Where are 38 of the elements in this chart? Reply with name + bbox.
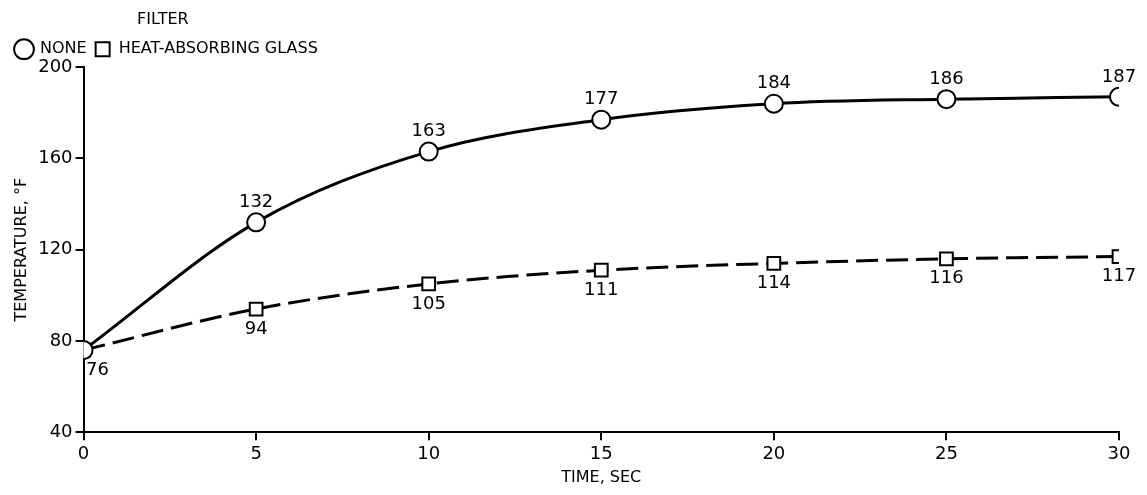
legend-title: FILTER xyxy=(137,9,189,29)
data-label: 114 xyxy=(756,271,792,293)
data-label: 163 xyxy=(411,119,446,141)
legend-label: HEAT-ABSORBING GLASS xyxy=(118,38,318,58)
y-tick-label: 40 xyxy=(49,419,73,441)
point xyxy=(591,109,612,130)
data-label: 187 xyxy=(1101,64,1137,86)
point xyxy=(766,256,782,271)
point xyxy=(593,262,609,278)
x-tick-label: 20 xyxy=(762,441,786,463)
data-label: 76 xyxy=(86,357,110,379)
y-tick-label: 80 xyxy=(49,328,73,350)
y-axis-title: TEMPERATURE, °F xyxy=(10,177,30,323)
point xyxy=(936,89,957,110)
x-tick-label: 0 xyxy=(77,441,90,463)
data-label: 94 xyxy=(244,316,268,338)
y-tick-label: 120 xyxy=(38,237,73,259)
x-axis-title: TIME, SEC xyxy=(560,466,642,486)
data-label: 184 xyxy=(756,71,792,93)
point xyxy=(248,301,264,317)
data-label: 111 xyxy=(584,277,619,299)
x-tick-label: 5 xyxy=(250,441,262,463)
x-tick-label: 25 xyxy=(934,441,958,463)
data-label: 177 xyxy=(584,87,619,109)
point xyxy=(418,141,439,162)
point xyxy=(421,276,437,292)
data-label: 117 xyxy=(1101,264,1137,286)
x-tick-label: 15 xyxy=(589,441,613,463)
data-label: 116 xyxy=(929,266,964,288)
point xyxy=(939,251,954,267)
data-label: 186 xyxy=(929,66,964,88)
x-tick-label: 30 xyxy=(1107,441,1131,463)
data-label: 132 xyxy=(238,190,274,211)
point xyxy=(763,93,784,114)
x-tick-label: 10 xyxy=(417,441,441,463)
point xyxy=(246,212,267,233)
y-tick-label: 160 xyxy=(38,146,73,168)
data-label: 105 xyxy=(411,291,446,313)
